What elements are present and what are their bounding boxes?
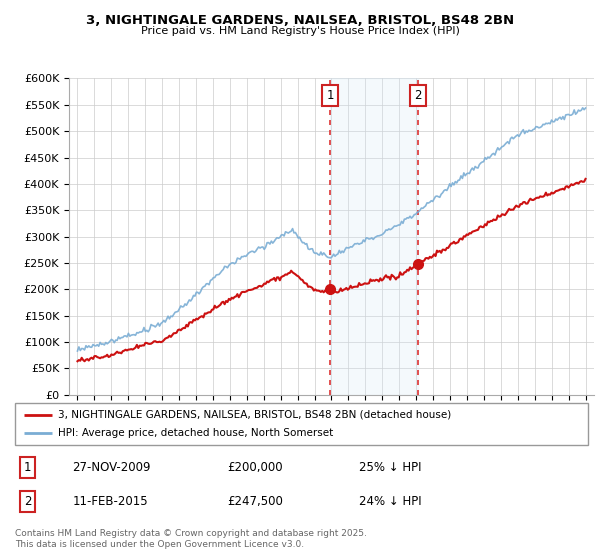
Text: 2: 2 [415,89,422,102]
Text: £247,500: £247,500 [227,495,283,508]
Text: HPI: Average price, detached house, North Somerset: HPI: Average price, detached house, Nort… [58,428,333,438]
Text: £200,000: £200,000 [227,461,283,474]
Text: 1: 1 [326,89,334,102]
Text: Contains HM Land Registry data © Crown copyright and database right 2025.
This d: Contains HM Land Registry data © Crown c… [15,529,367,549]
Text: Price paid vs. HM Land Registry's House Price Index (HPI): Price paid vs. HM Land Registry's House … [140,26,460,36]
Text: 1: 1 [24,461,31,474]
Text: 25% ↓ HPI: 25% ↓ HPI [359,461,421,474]
Text: 3, NIGHTINGALE GARDENS, NAILSEA, BRISTOL, BS48 2BN: 3, NIGHTINGALE GARDENS, NAILSEA, BRISTOL… [86,14,514,27]
Text: 27-NOV-2009: 27-NOV-2009 [73,461,151,474]
Text: 24% ↓ HPI: 24% ↓ HPI [359,495,421,508]
Text: 11-FEB-2015: 11-FEB-2015 [73,495,148,508]
FancyBboxPatch shape [15,403,588,445]
Bar [330,78,418,395]
Text: 2: 2 [24,495,31,508]
Text: 3, NIGHTINGALE GARDENS, NAILSEA, BRISTOL, BS48 2BN (detached house): 3, NIGHTINGALE GARDENS, NAILSEA, BRISTOL… [58,410,451,420]
